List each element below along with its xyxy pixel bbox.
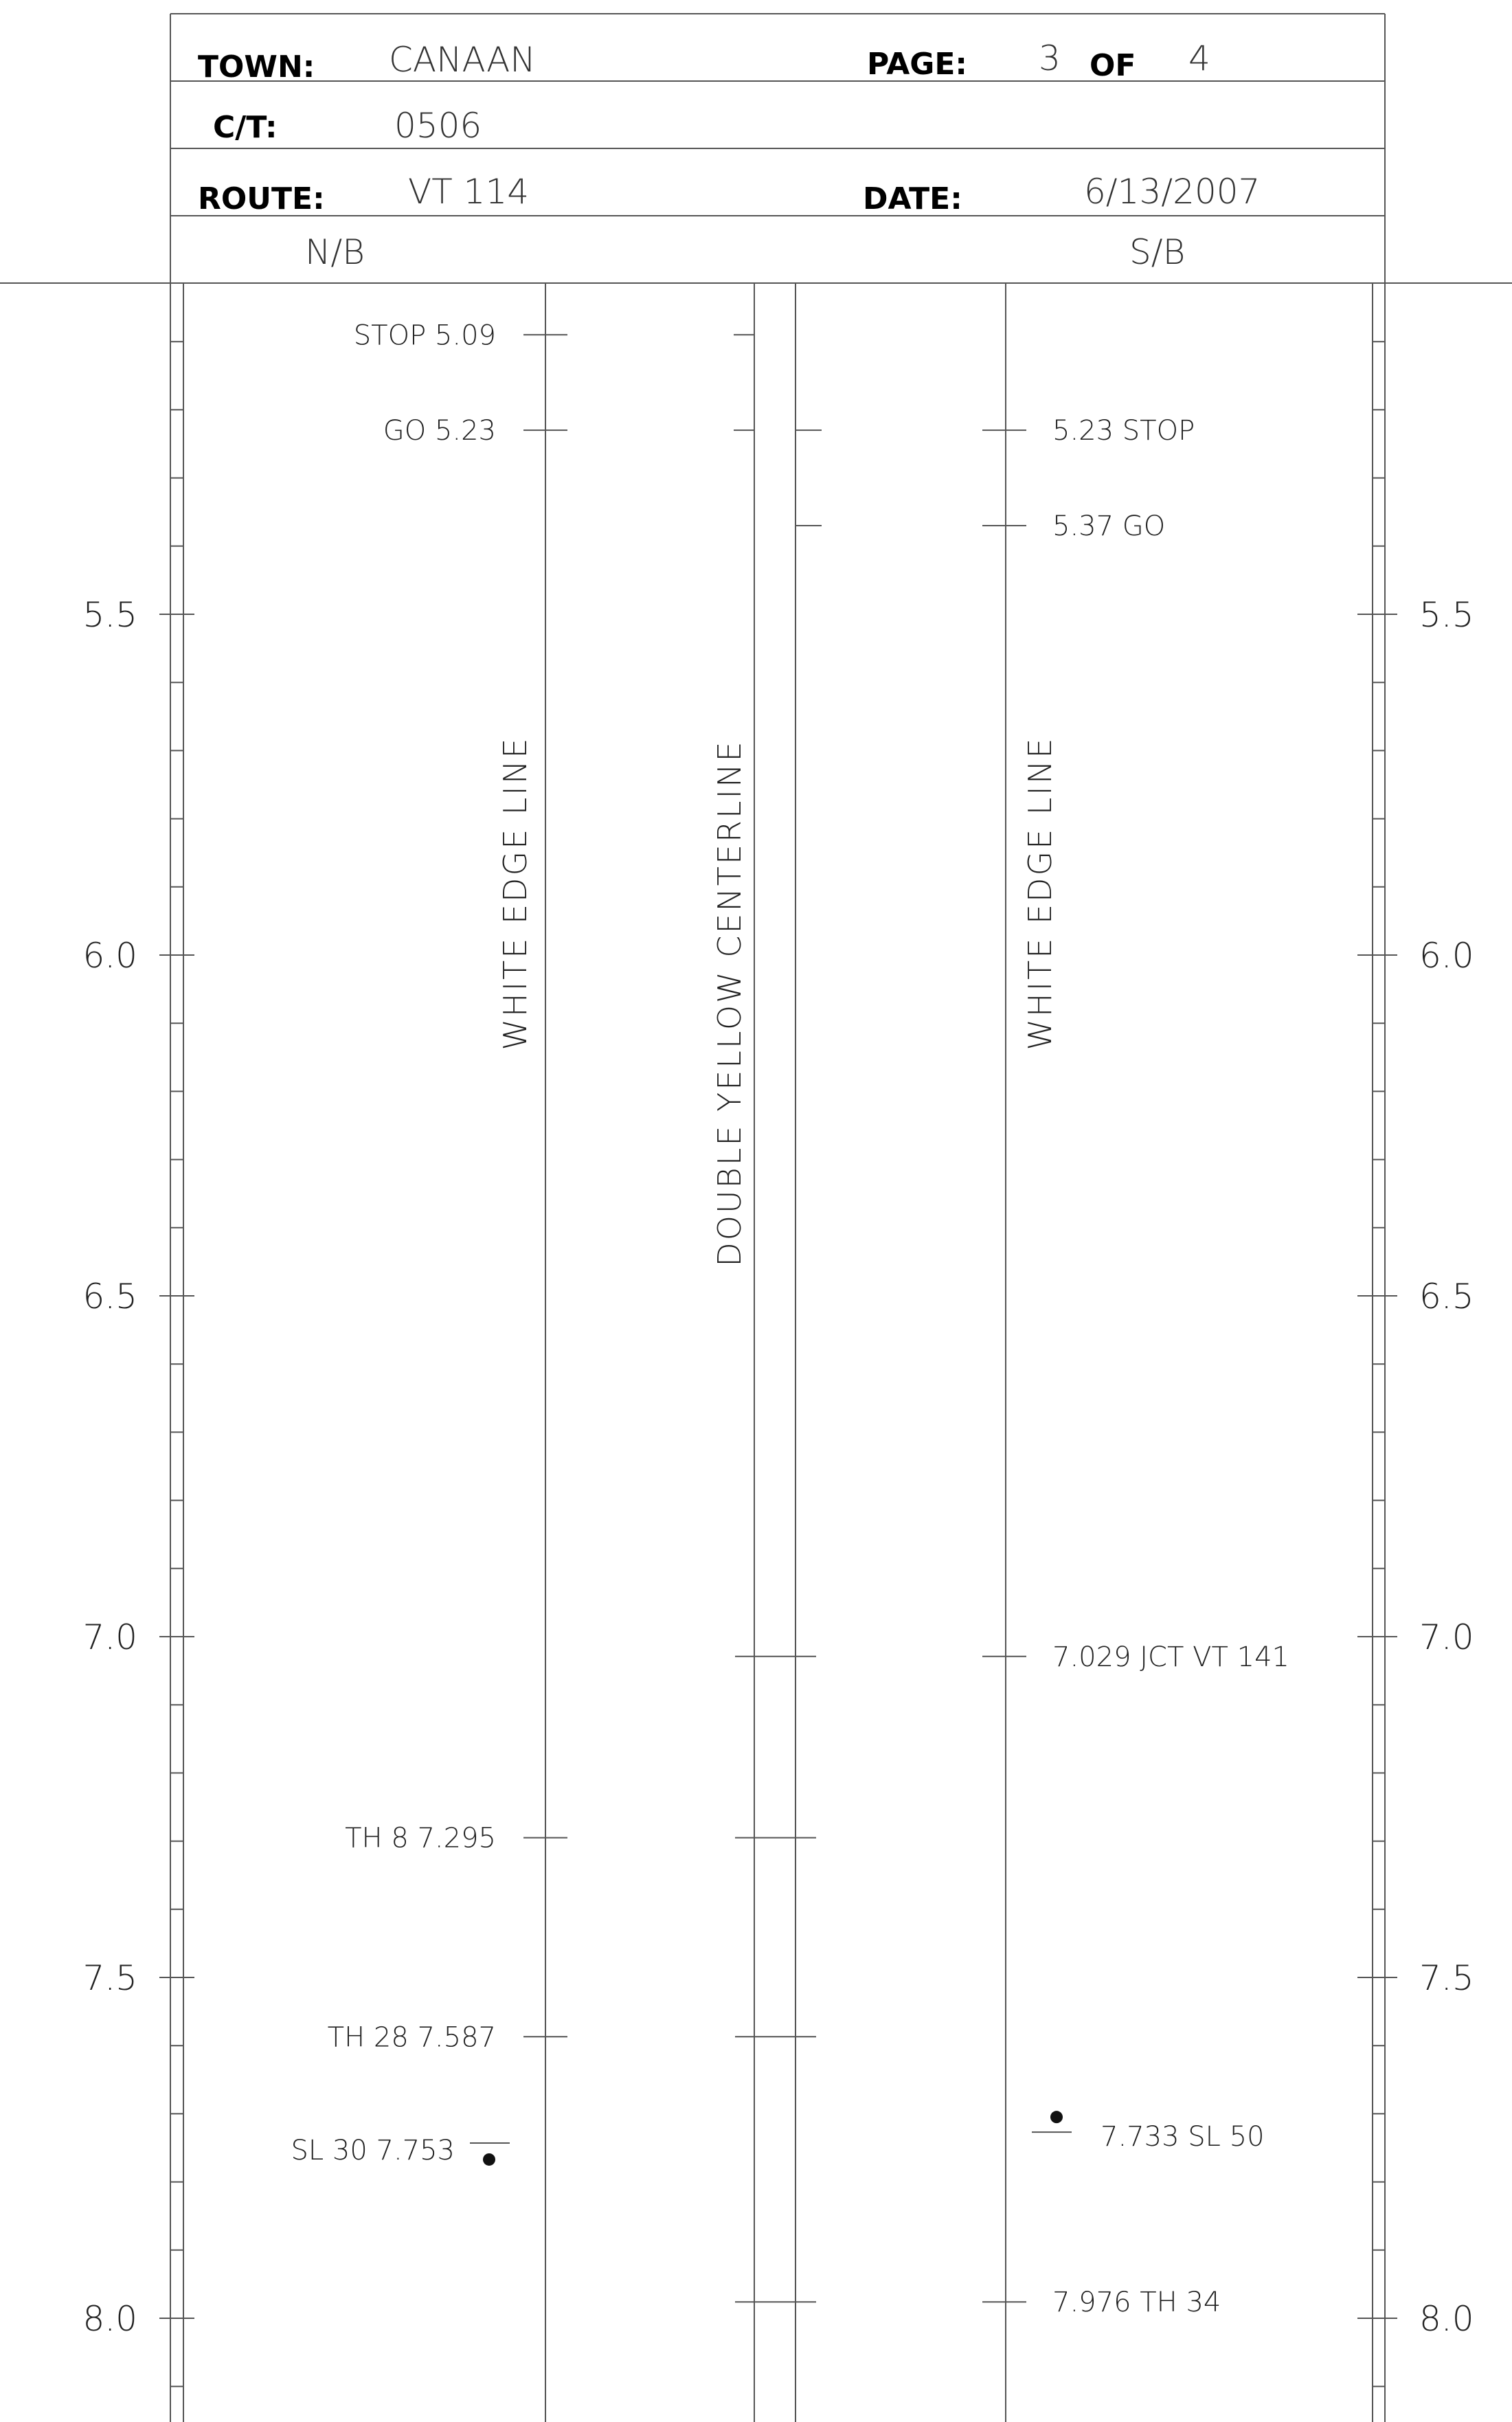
milepost-label-right: 7.5 <box>1419 1958 1474 1998</box>
centerline-label: DOUBLE YELLOW CENTERLINE <box>711 739 748 1266</box>
sb-feature-label: 7.029 JCT VT 141 <box>1052 1641 1289 1673</box>
route-label: ROUTE: <box>198 181 325 216</box>
date-value: 6/13/2007 <box>1084 172 1260 212</box>
speed-limit-sign-dot <box>1050 2111 1063 2124</box>
route-value: VT 114 <box>408 172 529 212</box>
milepost-label-left: 7.0 <box>82 1617 137 1657</box>
page-label: PAGE: <box>867 47 967 82</box>
page-current: 3 <box>1039 38 1061 78</box>
milepost-label-right: 8.0 <box>1419 2299 1474 2339</box>
nb-feature-label: TH 28 7.587 <box>328 2021 496 2053</box>
sb-feature-label: 7.976 TH 34 <box>1052 2287 1221 2318</box>
page-total: 4 <box>1188 38 1210 78</box>
nb-feature-label: GO 5.23 <box>383 415 496 447</box>
northbound-heading: N/B <box>305 232 365 272</box>
nb-feature-label: STOP 5.09 <box>354 319 496 351</box>
date-label: DATE: <box>863 181 962 216</box>
header-frame <box>0 13 1512 2422</box>
milepost-label-right: 6.0 <box>1419 936 1474 976</box>
nb-edge-line-label: WHITE EDGE LINE <box>497 737 534 1051</box>
nb-feature-label: SL 30 7.753 <box>291 2135 455 2166</box>
milepost-label-left: 6.5 <box>82 1277 137 1316</box>
milepost-label-right: 6.5 <box>1419 1277 1474 1316</box>
ct-label: C/T: <box>213 110 278 145</box>
speed-limit-sign-dot <box>483 2153 495 2166</box>
southbound-heading: S/B <box>1129 232 1185 272</box>
sb-feature-label: 5.37 GO <box>1052 511 1165 542</box>
page-of-label: OF <box>1090 48 1136 83</box>
sb-feature-label: 5.23 STOP <box>1052 415 1195 447</box>
milepost-label-right: 5.5 <box>1419 595 1474 635</box>
milepost-label-right: 7.0 <box>1419 1617 1474 1657</box>
milepost-label-left: 5.5 <box>82 595 137 635</box>
town-value: CANAAN <box>389 40 536 80</box>
milepost-label-left: 8.0 <box>82 2299 137 2339</box>
milepost-label-left: 7.5 <box>82 1958 137 1998</box>
town-label: TOWN: <box>198 49 315 85</box>
sb-feature-label: 7.733 SL 50 <box>1101 2121 1265 2153</box>
nb-feature-label: TH 8 7.295 <box>345 1823 496 1854</box>
ct-value: 0506 <box>394 106 482 146</box>
milepost-label-left: 6.0 <box>82 936 137 976</box>
sb-edge-line-label: WHITE EDGE LINE <box>1022 737 1059 1051</box>
